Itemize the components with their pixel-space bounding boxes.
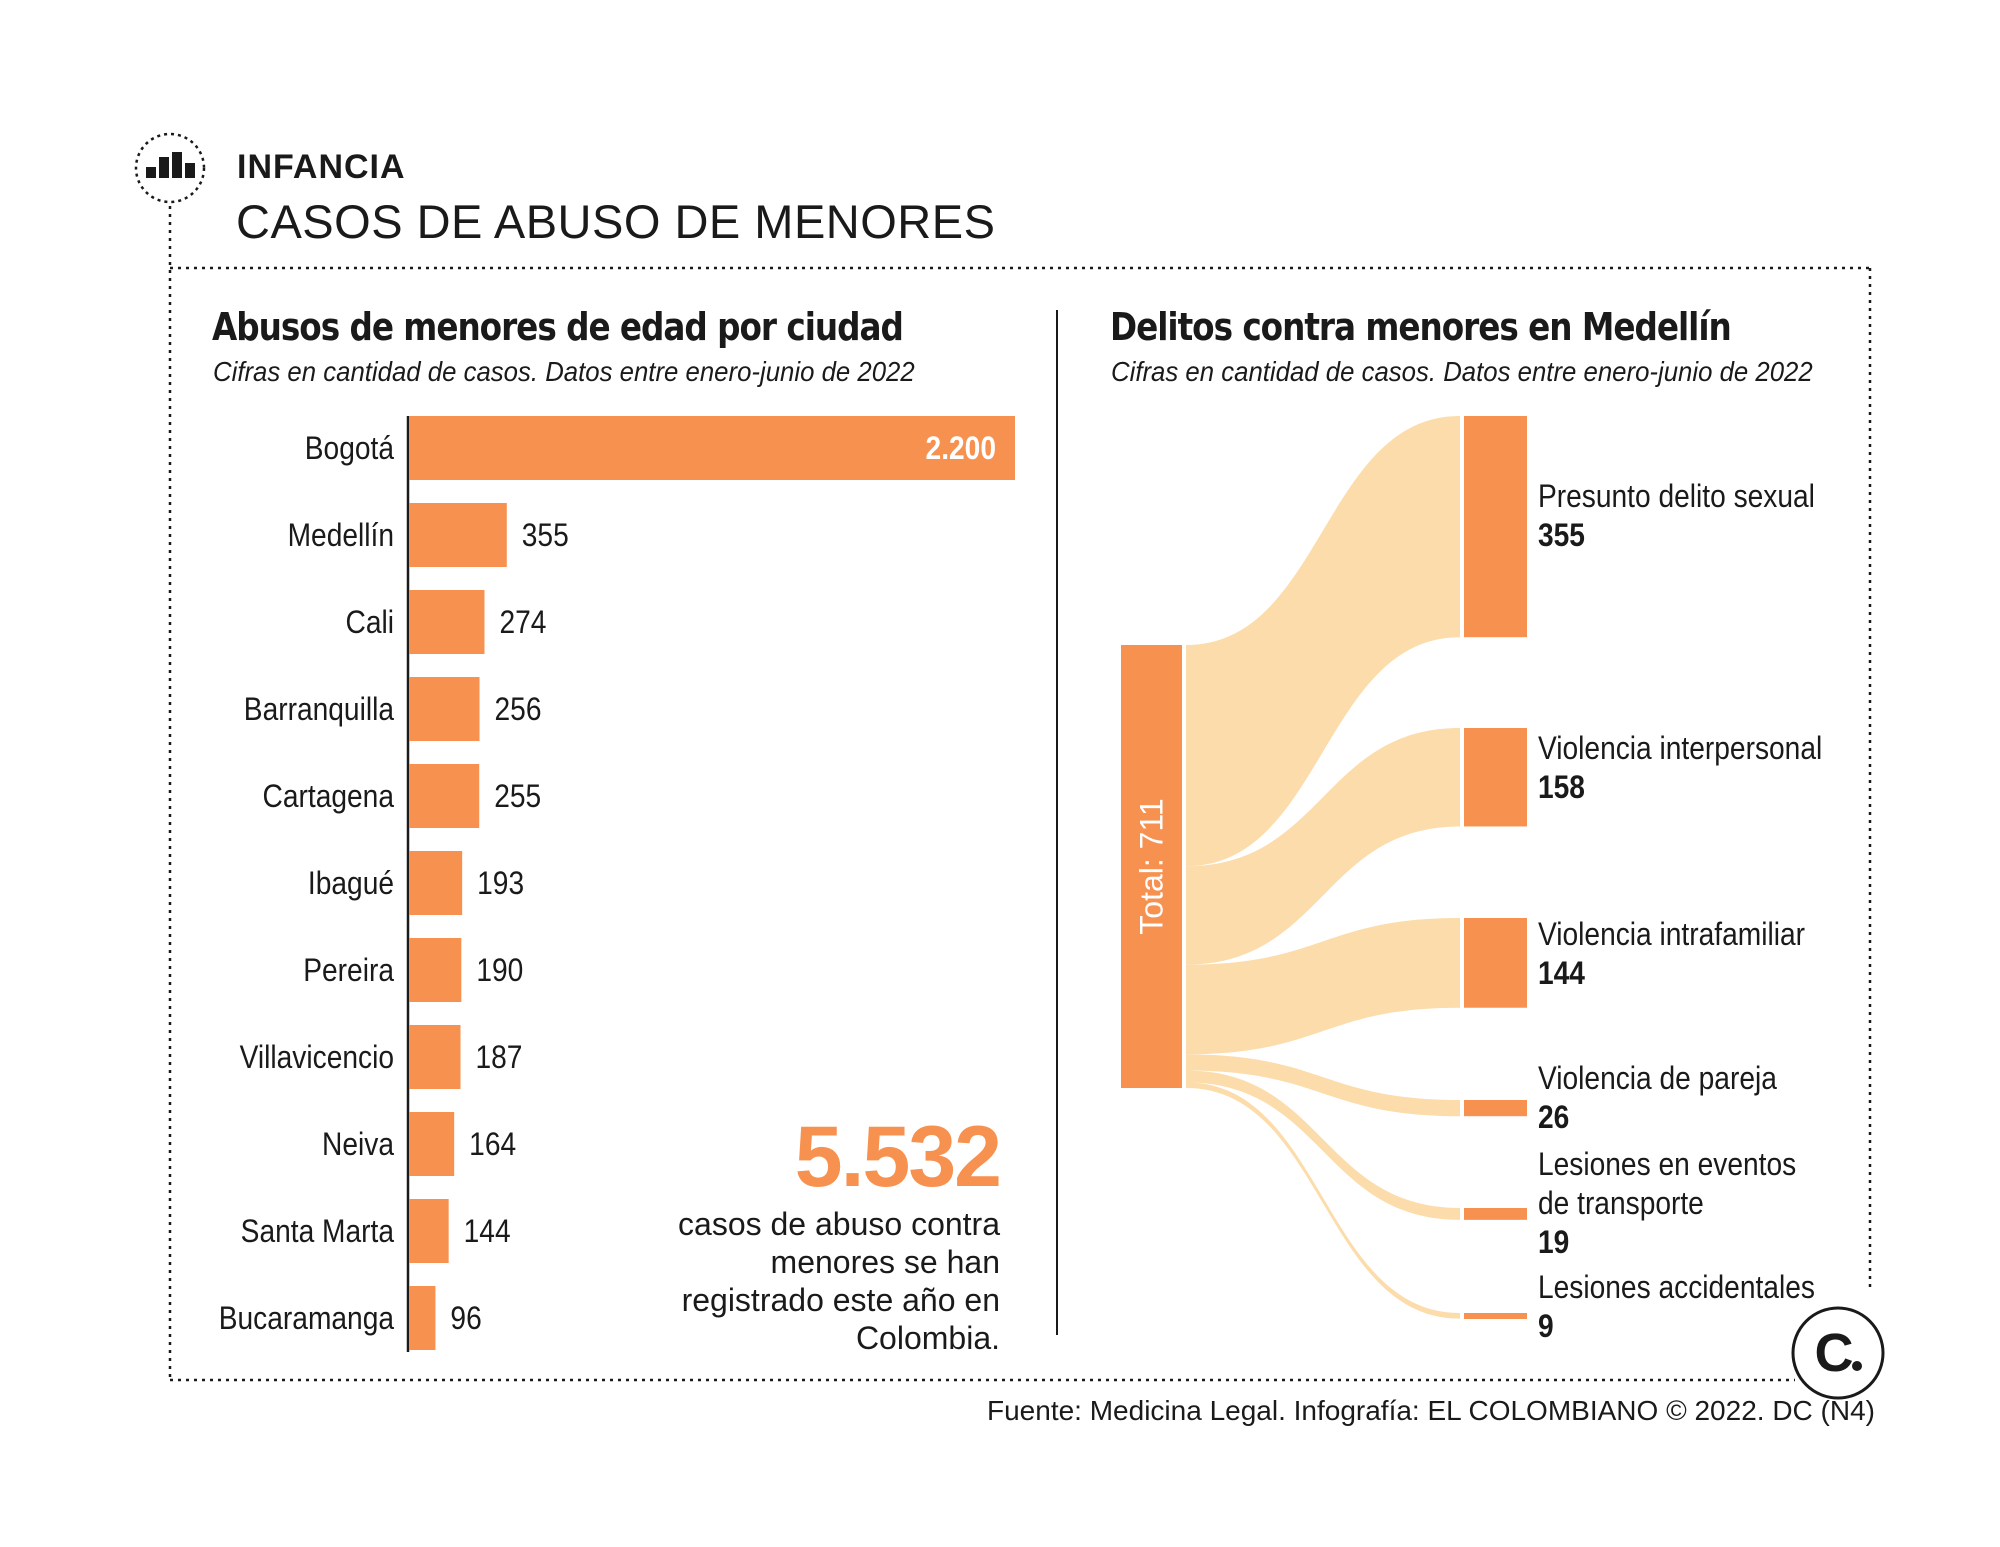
sankey-target-label: de transporte	[1538, 1186, 1704, 1221]
bar-chart-subtitle: Cifras en cantidad de casos. Datos entre…	[213, 356, 915, 387]
sankey-target-value: 26	[1538, 1100, 1569, 1135]
section-label: INFANCIA	[237, 148, 406, 186]
bar-value-label: 2.200	[926, 431, 996, 466]
el-colombiano-logo: C	[1791, 1306, 1885, 1400]
sankey-flow-0	[1186, 416, 1460, 867]
bar-value-label: 256	[495, 692, 542, 727]
bar-category-label: Barranquilla	[244, 692, 394, 727]
bar-7	[409, 1025, 461, 1089]
sankey-flow-4	[1186, 1070, 1460, 1220]
total-cases-description: casos de abuso contra menores se han reg…	[678, 1206, 1000, 1356]
sankey-target-node-0	[1464, 416, 1527, 638]
bar-value-label: 193	[477, 866, 524, 901]
bar-chart-title: Abusos de menores de edad por ciudad	[212, 305, 904, 349]
sankey-flows	[1186, 416, 1460, 1319]
sankey-target-label: Violencia de pareja	[1538, 1061, 1777, 1096]
sankey-target-label: Violencia intrafamiliar	[1538, 917, 1805, 952]
sankey-target-node-1	[1464, 728, 1527, 827]
bar-category-label: Cartagena	[263, 779, 395, 814]
bar-category-label: Bogotá	[305, 431, 394, 466]
sankey-flow-3	[1186, 1054, 1460, 1117]
bar-9	[409, 1199, 449, 1263]
bar-value-label: 355	[522, 518, 569, 553]
sankey-target-node-4	[1464, 1208, 1527, 1220]
bar-category-label: Cali	[346, 605, 394, 640]
sankey-target-value: 158	[1538, 770, 1585, 805]
bar-category-label: Santa Marta	[241, 1214, 395, 1249]
source-note: Fuente: Medicina Legal. Infografía: EL C…	[987, 1395, 1875, 1426]
bar-4	[409, 764, 480, 828]
bar-0	[409, 416, 1015, 480]
bar-value-label: 164	[469, 1127, 516, 1162]
bar-3	[409, 677, 480, 741]
page-title: CASOS DE ABUSO DE MENORES	[236, 195, 996, 248]
sankey-target-label: Lesiones accidentales	[1538, 1270, 1815, 1305]
svg-text:C: C	[1815, 1323, 1854, 1383]
sankey-target-value: 19	[1538, 1225, 1569, 1260]
bar-category-label: Neiva	[322, 1127, 394, 1162]
bar-chart-icon	[134, 132, 206, 204]
sankey-target-node-5	[1464, 1313, 1527, 1319]
sankey-chart: Total: 711 Presunto delito sexual 355 Viole…	[1121, 416, 1822, 1344]
header-icon-wrap	[134, 132, 206, 204]
bar-8	[409, 1112, 455, 1176]
sankey-target-label: Violencia interpersonal	[1538, 731, 1822, 766]
sankey-target-node-3	[1464, 1100, 1527, 1117]
sankey-flow-1	[1186, 728, 1460, 965]
bar-category-label: Pereira	[303, 953, 394, 988]
total-cases-number: 5.532	[794, 1109, 1002, 1205]
sankey-target-value: 144	[1538, 956, 1585, 991]
sankey-target-label: Presunto delito sexual	[1538, 479, 1815, 514]
bar-category-label: Villavicencio	[240, 1040, 394, 1075]
sankey-target-node-2	[1464, 918, 1527, 1008]
bar-value-label: 144	[464, 1214, 511, 1249]
bar-category-label: Bucaramanga	[219, 1301, 394, 1336]
bar-10	[409, 1286, 436, 1350]
sankey-flow-2	[1186, 918, 1460, 1055]
bar-value-label: 190	[476, 953, 523, 988]
sankey-target-value: 355	[1538, 518, 1585, 553]
bar-6	[409, 938, 462, 1002]
bar-1	[409, 503, 507, 567]
sankey-flow-5	[1186, 1082, 1460, 1319]
sankey-subtitle: Cifras en cantidad de casos. Datos entre…	[1111, 356, 1813, 387]
bar-value-label: 255	[494, 779, 541, 814]
bar-2	[409, 590, 485, 654]
bar-value-label: 274	[499, 605, 546, 640]
sankey-title: Delitos contra menores en Medellín	[1110, 305, 1732, 349]
sankey-target-value: 9	[1538, 1309, 1554, 1344]
bar-category-label: Medellín	[288, 518, 394, 553]
bar-5	[409, 851, 463, 915]
bar-chart: Bogotá 2.200 Medellín 355 Cali 274 Barranquill…	[219, 416, 1015, 1352]
bar-value-label: 187	[476, 1040, 523, 1075]
bar-value-label: 96	[450, 1301, 481, 1336]
sankey-target-label: Lesiones en eventos	[1538, 1147, 1796, 1182]
bar-category-label: Ibagué	[308, 866, 394, 901]
sankey-source-node	[1121, 645, 1182, 1088]
sankey-source-label: Total: 711	[1134, 798, 1170, 934]
